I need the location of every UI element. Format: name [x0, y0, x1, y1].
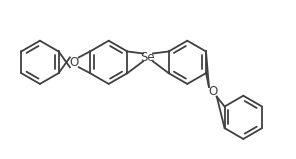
Text: O: O [208, 85, 218, 98]
Text: Se: Se [141, 51, 155, 64]
Text: O: O [70, 56, 79, 69]
